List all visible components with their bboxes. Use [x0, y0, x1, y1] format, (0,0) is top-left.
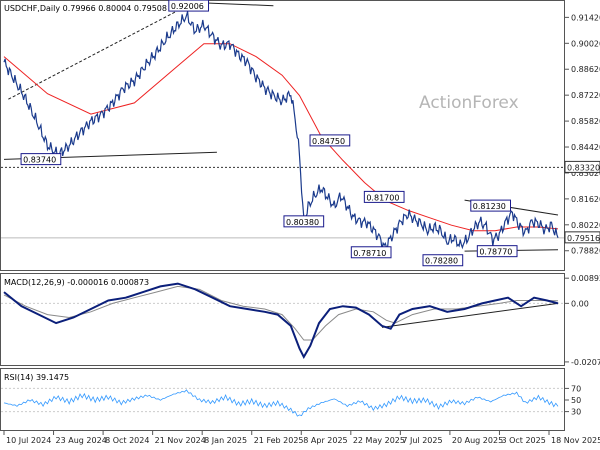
rsi-header: RSI(14) 39.1475 [4, 373, 69, 382]
price-annotation-box [350, 246, 392, 259]
price-annotation-label: 0.80380 [286, 218, 319, 227]
price-annotation-label: 0.81230 [473, 202, 506, 211]
trendline [8, 5, 187, 100]
price-annotation-box [309, 134, 351, 147]
macd-y-tick-label: 0.008923 [571, 274, 600, 283]
x-tick-label: 10 Jul 2024 [6, 436, 51, 445]
price-annotation-box [20, 153, 62, 166]
x-tick-label: 22 May 2025 [353, 436, 405, 445]
rsi-panel-frame [0, 368, 565, 431]
level-tag-label: 0.83320 [567, 163, 600, 172]
price-header: USDCHF,Daily 0.79966 0.80004 0.79508 0.7… [4, 4, 203, 13]
price-panel: ActionForex USDCHF,Daily 0.79966 0.80004… [0, 0, 600, 271]
price-annotation-box [476, 245, 518, 258]
price-annotation-box [422, 254, 464, 267]
price-annotation-box [363, 190, 405, 203]
price-series [3, 11, 559, 250]
price-annotation-label: 0.78770 [479, 248, 512, 257]
x-tick-label: 8 Jan 2025 [204, 436, 247, 445]
macd-series [3, 282, 559, 359]
rsi-y-tick-label: 50 [571, 396, 581, 405]
rsi-series [3, 389, 559, 417]
macd-y-tick-label: 0.00 [571, 299, 589, 308]
rsi-y-tick-label: 70 [571, 384, 581, 393]
rsi-y-axis: 70 50 30 [1, 384, 581, 417]
price-annotation-label: 0.78710 [353, 249, 386, 258]
macd-header: MACD(12,26,9) -0.000016 0.000873 [4, 278, 149, 287]
level-tag-box [564, 160, 600, 173]
price-annotation-box [470, 199, 512, 212]
rsi-y-tick-label: 30 [571, 408, 581, 417]
macd-series-signal [3, 285, 559, 341]
x-tick-label: 21 Feb 2025 [254, 436, 304, 445]
rsi-panel: RSI(14) 39.1475 70 50 30 [0, 368, 581, 431]
x-tick-label: 8 Oct 2024 [105, 436, 149, 445]
macd-trendline-segment [381, 302, 559, 328]
price-annotation-label: 0.84750 [312, 137, 345, 146]
macd-trendline [381, 302, 559, 328]
x-tick-label: 18 Nov 2025 [551, 436, 600, 445]
current-price-tag-box [564, 231, 600, 244]
price-annotations: 0.92006 0.83740 0.84750 0.80380 0.81700 0.787… [20, 0, 518, 267]
x-tick-label: 3 Oct 2025 [501, 436, 545, 445]
price-annotation-label: 0.81700 [366, 193, 399, 202]
watermark: ActionForex [419, 93, 519, 113]
x-tick-label: 7 Jul 2025 [402, 436, 442, 445]
price-annotation-label: 0.83740 [23, 156, 56, 165]
x-tick-label: 23 Aug 2024 [56, 436, 107, 445]
price-annotation-box [168, 0, 210, 12]
price-tags: 0.83320 0.79516 [564, 160, 600, 244]
price-annotation-label: 0.78280 [425, 257, 458, 266]
rsi-line [3, 389, 559, 417]
x-tick-label: 8 Apr 2025 [303, 436, 347, 445]
x-tick-label: 20 Aug 2025 [452, 436, 503, 445]
price-annotation-label: 0.92006 [171, 2, 204, 11]
current-price-tag-label: 0.79516 [567, 234, 600, 243]
price-level-lines [1, 166, 564, 239]
macd-panel: MACD(12,26,9) -0.000016 0.000873 0.00892… [0, 273, 600, 367]
moving-average-line [3, 43, 559, 232]
x-tick-label: 21 Nov 2024 [155, 436, 206, 445]
macd-y-tick-label: -0.020759 [571, 358, 600, 367]
macd-series-macd [3, 282, 559, 359]
price-annotation-box [283, 215, 325, 228]
price-panel-frame [0, 0, 565, 271]
macd-y-axis: 0.008923 0.00 -0.020759 [1, 274, 600, 367]
